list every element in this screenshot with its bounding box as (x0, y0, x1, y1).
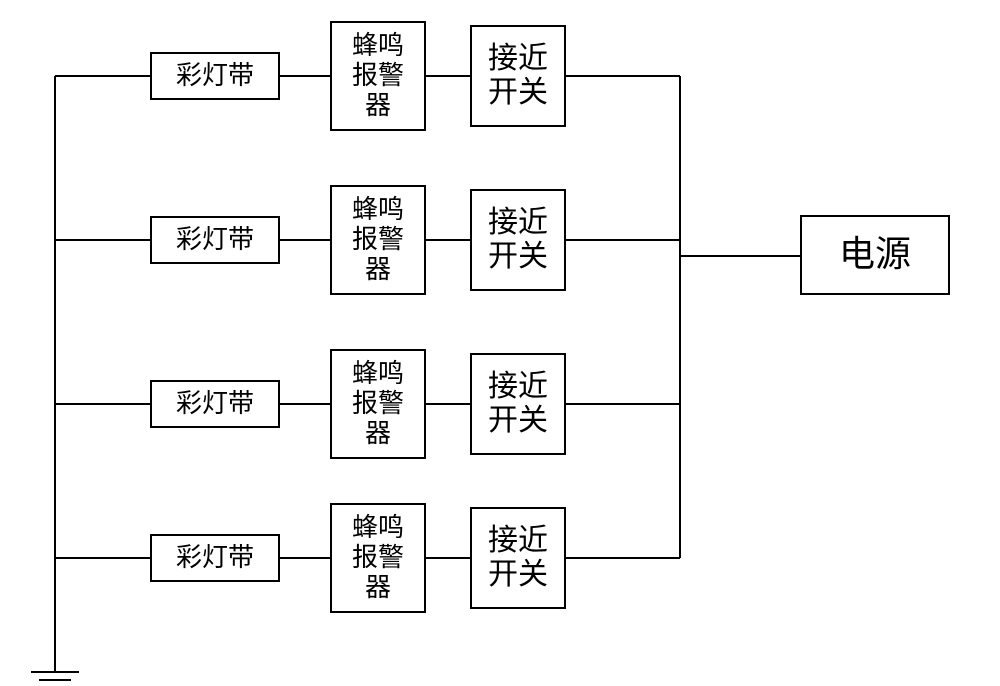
led-strip-box: 彩灯带 (150, 380, 280, 428)
buzzer-alarm-box: 蜂鸣 报警 器 (330, 503, 426, 613)
diagram-stage: 彩灯带蜂鸣 报警 器接近 开关彩灯带蜂鸣 报警 器接近 开关彩灯带蜂鸣 报警 器… (0, 0, 1000, 686)
led-strip-box: 彩灯带 (150, 216, 280, 264)
power-supply-box: 电源 (800, 215, 950, 295)
buzzer-alarm-box: 蜂鸣 报警 器 (330, 349, 426, 459)
led-strip-box: 彩灯带 (150, 534, 280, 582)
buzzer-alarm-box: 蜂鸣 报警 器 (330, 185, 426, 295)
proximity-switch-box: 接近 开关 (470, 25, 566, 127)
proximity-switch-box: 接近 开关 (470, 353, 566, 455)
led-strip-box: 彩灯带 (150, 52, 280, 100)
buzzer-alarm-box: 蜂鸣 报警 器 (330, 21, 426, 131)
proximity-switch-box: 接近 开关 (470, 189, 566, 291)
proximity-switch-box: 接近 开关 (470, 507, 566, 609)
